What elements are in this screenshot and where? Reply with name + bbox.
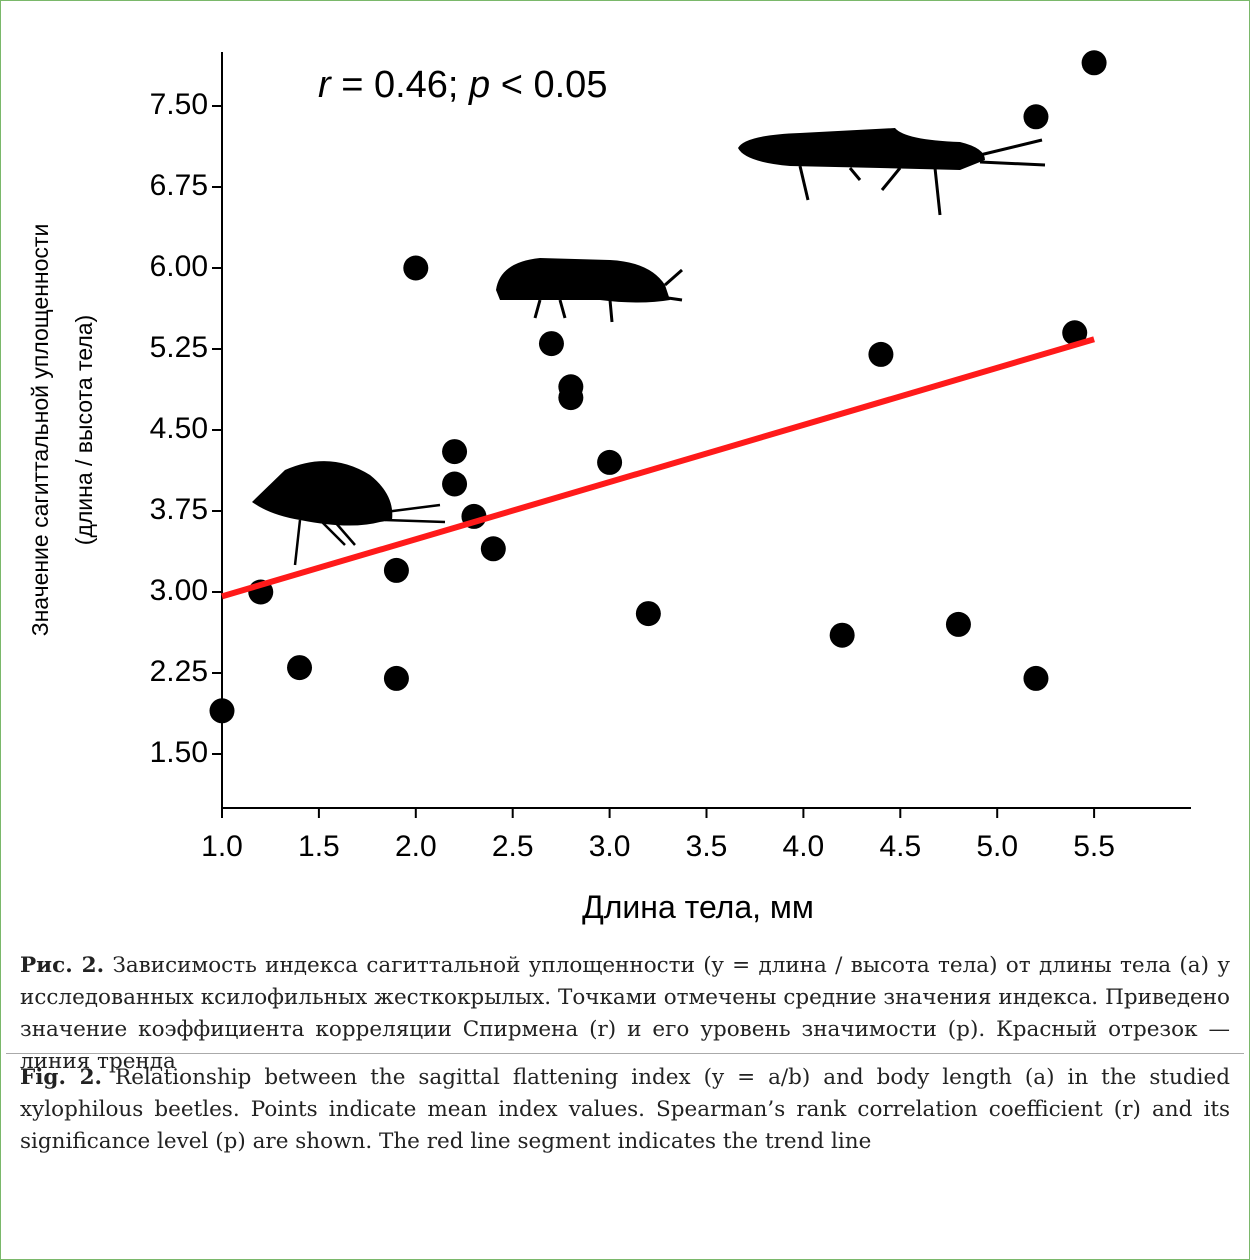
point [403, 255, 429, 281]
point [635, 601, 661, 627]
point [829, 622, 855, 648]
y-tick-label: 6.00 [150, 250, 208, 283]
x-tick-label: 4.5 [879, 830, 921, 863]
x-tick-label: 2.0 [395, 830, 437, 863]
annotation-part: r [318, 64, 332, 106]
y-tick-label: 7.50 [150, 88, 208, 121]
point [383, 557, 409, 583]
point [868, 341, 894, 367]
y-tick-label: 3.00 [150, 574, 208, 607]
caption-en: Fig. 2. Relationship between the sagitta… [20, 1062, 1230, 1158]
y-tick-label: 6.75 [150, 169, 208, 202]
chart: r = 0.46; p < 0.05 Длина тела, мм Значен… [27, 50, 1191, 925]
y-axis-label: (длина / высота тела) [71, 315, 97, 545]
point [209, 698, 235, 724]
x-tick-label: 5.0 [976, 830, 1018, 863]
point [1081, 50, 1107, 76]
y-tick-label: 1.50 [150, 736, 208, 769]
point [480, 536, 506, 562]
caption-ru: Рис. 2. Зависимость индекса сагиттальной… [20, 950, 1230, 1078]
x-tick-label: 4.0 [783, 830, 825, 863]
x-tick-label: 1.0 [201, 830, 243, 863]
x-tick-label: 2.5 [492, 830, 534, 863]
trend-line [221, 336, 1095, 600]
point [558, 385, 584, 411]
point [945, 611, 971, 637]
caption-text: Зависимость индекса сагиттальной уплощен… [20, 953, 1230, 1074]
x-tick-label: 3.0 [589, 830, 631, 863]
y-axis-label: Значение сагиттальной уплощенности [27, 224, 53, 637]
y-tick-label: 4.50 [150, 412, 208, 445]
point [442, 439, 468, 465]
x-tick-label: 3.5 [686, 830, 728, 863]
point [1023, 104, 1049, 130]
x-tick-label: 1.5 [298, 830, 340, 863]
point [538, 331, 564, 357]
y-tick-label: 2.25 [150, 655, 208, 688]
separator [6, 1053, 1244, 1054]
point [442, 471, 468, 497]
point [1023, 665, 1049, 691]
x-axis-label: Длина тела, мм [582, 889, 814, 925]
caption-label: Рис. 2. [20, 953, 105, 978]
point [1062, 320, 1088, 346]
annotation-part: p [468, 64, 490, 106]
annotation: r = 0.46; p < 0.05 [318, 64, 607, 106]
caption-label: Fig. 2. [20, 1065, 103, 1090]
point [383, 665, 409, 691]
x-tick-label: 5.5 [1073, 830, 1115, 863]
point [287, 655, 313, 681]
annotation-part: < 0.05 [490, 64, 607, 106]
y-tick-label: 3.75 [150, 493, 208, 526]
annotation-part: = 0.46; [331, 64, 469, 106]
point [597, 449, 623, 475]
beetle-icons [252, 128, 1046, 566]
caption-text: Relationship between the sagittal flatte… [20, 1065, 1231, 1154]
y-tick-label: 5.25 [150, 331, 208, 364]
